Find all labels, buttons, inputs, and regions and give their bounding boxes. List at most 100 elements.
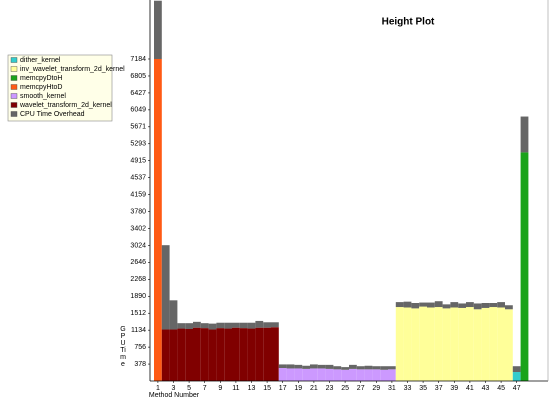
- bar-segment: [193, 327, 201, 381]
- bar-segment: [200, 323, 209, 329]
- legend-label: dither_kernel: [20, 57, 61, 64]
- x-tick-label: 1: [156, 385, 160, 392]
- y-tick-label: 2268: [130, 276, 146, 283]
- bar-segment: [333, 366, 342, 370]
- bar-segment: [497, 302, 505, 308]
- x-tick-label: 45: [497, 385, 505, 392]
- legend-swatch: [10, 84, 18, 90]
- legend-swatch: [10, 93, 18, 99]
- y-tick-label: 4159: [130, 191, 146, 198]
- bar-segment: [520, 152, 529, 381]
- bar-segment: [224, 322, 232, 329]
- x-tick-label: 7: [203, 385, 207, 392]
- x-tick-label: 29: [372, 385, 380, 392]
- bar-segment: [216, 328, 225, 381]
- y-tick-label: 1134: [131, 327, 146, 334]
- y-tick-label: 5293: [130, 141, 146, 148]
- bar-segment: [395, 302, 404, 308]
- y-tick-label: 5671: [130, 124, 146, 131]
- bar-segment: [193, 321, 201, 328]
- x-tick-label: 39: [450, 385, 458, 392]
- bar-segment: [310, 364, 318, 369]
- bar-segment: [497, 307, 505, 381]
- bar-segment: [388, 366, 396, 370]
- x-tick-label: 47: [513, 385, 521, 392]
- bar-segment: [395, 307, 404, 381]
- y-tick-label: 6427: [130, 90, 146, 97]
- bar-segment: [403, 307, 412, 381]
- x-tick-label: 37: [435, 385, 443, 392]
- bar-segment: [294, 368, 303, 381]
- bar-segment: [419, 306, 427, 381]
- legend-swatch: [10, 75, 18, 81]
- bar-segment: [208, 329, 217, 381]
- bar-segment: [349, 368, 357, 381]
- bar-segment: [208, 323, 217, 330]
- bar-segment: [154, 0, 162, 59]
- y-tick-label: 3402: [130, 225, 146, 232]
- y-tick-label: 378: [134, 361, 146, 368]
- bar-segment: [442, 304, 451, 309]
- bar-segment: [232, 322, 240, 328]
- bar-segment: [263, 327, 271, 381]
- x-tick-label: 41: [466, 385, 474, 392]
- bar-segment: [263, 322, 271, 328]
- bar-segment: [317, 368, 326, 381]
- bar-segment: [427, 307, 435, 381]
- bar-segment: [169, 300, 178, 330]
- y-tick-label: 1512: [130, 310, 146, 317]
- bar-segment: [278, 368, 287, 381]
- x-tick-label: 33: [404, 385, 412, 392]
- bar-segment: [372, 366, 381, 370]
- bar-segment: [489, 307, 498, 381]
- bar-segment: [481, 307, 490, 381]
- legend-label: memcpyHtoD: [20, 84, 62, 91]
- bar-segment: [481, 303, 490, 308]
- bar-segment: [271, 327, 279, 381]
- bar-segment: [224, 328, 232, 381]
- plot: [154, 0, 529, 381]
- x-axis-label: Method Number: [149, 392, 200, 399]
- bar-segment: [380, 369, 388, 381]
- legend-swatch: [10, 111, 18, 117]
- bar-segment: [239, 328, 248, 381]
- bar-segment: [247, 322, 256, 329]
- bar-segment: [154, 58, 162, 381]
- x-tick-label: 43: [482, 385, 490, 392]
- bar-segment: [310, 368, 318, 381]
- bar-segment: [247, 328, 256, 381]
- bar-segment: [411, 303, 420, 309]
- bar-segment: [380, 366, 388, 370]
- bar-segment: [356, 366, 365, 370]
- bar-segment: [333, 369, 342, 381]
- bar-segment: [325, 364, 334, 369]
- bar-segment: [302, 368, 310, 381]
- legend-label: inv_wavelet_transform_2d_kernel: [20, 66, 125, 73]
- bar-segment: [427, 302, 435, 308]
- bar-segment: [294, 364, 303, 369]
- x-tick-label: 31: [388, 385, 396, 392]
- bar-segment: [341, 369, 349, 381]
- bar-segment: [372, 369, 381, 381]
- bar-segment: [200, 328, 209, 381]
- bar-segment: [271, 322, 279, 328]
- legend-swatch: [10, 57, 18, 63]
- x-tick-label: 17: [279, 385, 287, 392]
- bar-segment: [458, 303, 466, 308]
- x-tick-label: 35: [419, 385, 427, 392]
- bar-segment: [466, 302, 474, 308]
- y-tick-label: 1890: [130, 293, 146, 300]
- bar-segment: [419, 302, 427, 307]
- bar-segment: [442, 308, 451, 381]
- x-tick-label: 5: [187, 385, 191, 392]
- x-tick-label: 13: [248, 385, 256, 392]
- bar-segment: [364, 369, 373, 381]
- bar-segment: [505, 309, 513, 381]
- x-tick-label: 15: [263, 385, 271, 392]
- bar-segment: [356, 369, 365, 381]
- y-tick-label: 4915: [130, 158, 146, 165]
- y-tick-label: 756: [134, 344, 146, 351]
- bar-segment: [505, 305, 513, 310]
- bar-segment: [411, 308, 420, 381]
